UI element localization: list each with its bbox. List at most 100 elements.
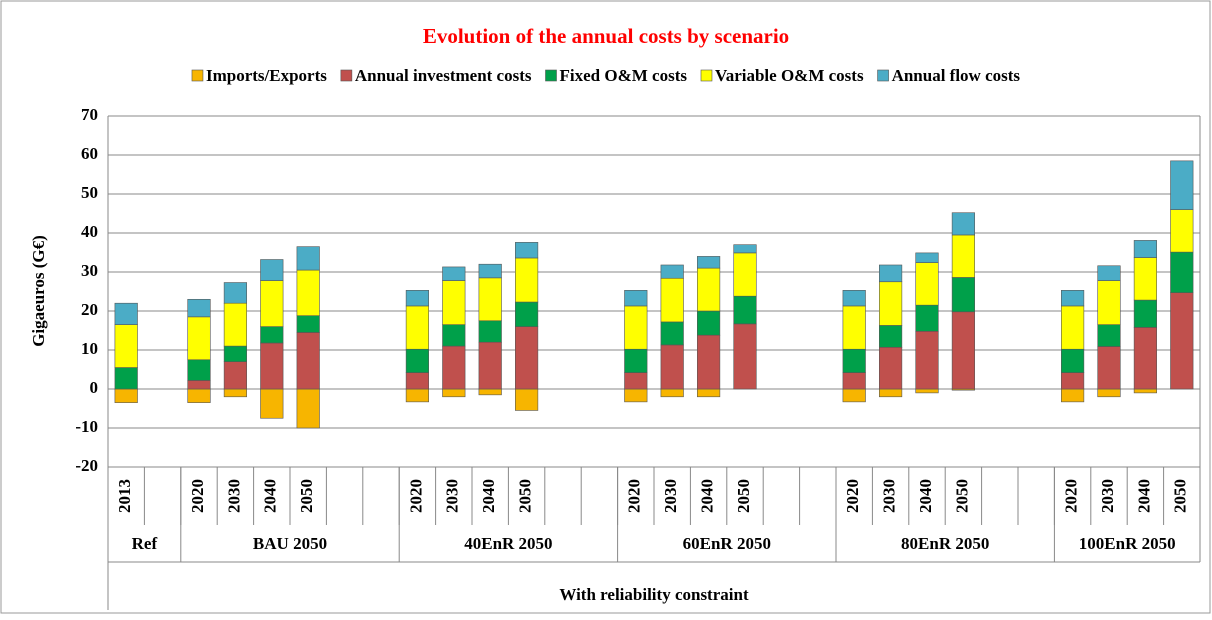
bar-segment bbox=[223, 361, 247, 390]
group-label: 80EnR 2050 bbox=[901, 534, 989, 553]
bar-segment bbox=[842, 388, 866, 403]
bar-segment bbox=[624, 290, 648, 307]
bar-segment bbox=[405, 290, 429, 307]
bar-segment bbox=[478, 341, 502, 390]
chart-title: Evolution of the annual costs by scenari… bbox=[423, 24, 789, 48]
y-tick-label: 70 bbox=[81, 105, 98, 124]
bar-segment bbox=[478, 263, 502, 279]
x-tick-label: 2020 bbox=[625, 479, 644, 513]
bar-segment bbox=[842, 305, 866, 350]
group-label: Ref bbox=[132, 534, 158, 553]
bar-segment bbox=[260, 388, 284, 419]
bar-segment bbox=[405, 372, 429, 390]
bar-segment bbox=[187, 380, 211, 390]
bar-segment bbox=[951, 234, 975, 278]
bar-segment bbox=[260, 342, 284, 390]
x-tick-label: 2020 bbox=[843, 479, 862, 513]
x-tick-label: 2040 bbox=[698, 479, 717, 513]
bar-segment bbox=[915, 388, 939, 394]
bar-segment bbox=[405, 348, 429, 373]
bar-segment bbox=[1097, 265, 1121, 281]
bar-segment bbox=[442, 388, 466, 398]
bar-segment bbox=[951, 311, 975, 390]
bar-segment bbox=[187, 316, 211, 361]
x-tick-label: 2020 bbox=[406, 479, 425, 513]
y-tick-label: 30 bbox=[81, 261, 98, 280]
bar-segment bbox=[515, 301, 539, 327]
bar-segment bbox=[842, 290, 866, 307]
bar-segment bbox=[296, 332, 320, 390]
group-label: 100EnR 2050 bbox=[1079, 534, 1176, 553]
bar-segment bbox=[1097, 280, 1121, 325]
group-label: 40EnR 2050 bbox=[464, 534, 552, 553]
y-axis-label: Gigaeuros (G€) bbox=[29, 235, 48, 347]
x-tick-label: 2040 bbox=[479, 479, 498, 513]
bar-segment bbox=[879, 264, 903, 283]
bar-segment bbox=[442, 280, 466, 325]
bar-segment bbox=[951, 212, 975, 236]
bar-segment bbox=[223, 388, 247, 398]
bar-segment bbox=[296, 388, 320, 429]
x-tick-label: 2040 bbox=[1134, 479, 1153, 513]
bar-segment bbox=[624, 305, 648, 350]
bar-segment bbox=[879, 325, 903, 348]
x-tick-label: 2030 bbox=[661, 479, 680, 513]
x-tick-label: 2030 bbox=[1098, 479, 1117, 513]
x-tick-label: 2030 bbox=[443, 479, 462, 513]
bar-segment bbox=[515, 326, 539, 390]
x-tick-label: 2050 bbox=[516, 479, 535, 513]
legend-label: Imports/Exports bbox=[206, 66, 327, 85]
group-label: 60EnR 2050 bbox=[683, 534, 771, 553]
bar-segment bbox=[223, 345, 247, 363]
y-tick-label: -20 bbox=[75, 456, 98, 475]
bar-segment bbox=[1133, 257, 1157, 301]
bar-segment bbox=[915, 252, 939, 263]
bar-segment bbox=[442, 345, 466, 390]
bar-segment bbox=[660, 264, 684, 279]
bar-segment bbox=[733, 295, 757, 325]
x-tick-label: 2030 bbox=[224, 479, 243, 513]
bar-segment bbox=[296, 315, 320, 333]
bar-segment bbox=[260, 259, 284, 281]
x-tick-label: 2040 bbox=[261, 479, 280, 513]
bar-segment bbox=[915, 330, 939, 390]
y-tick-label: 20 bbox=[81, 300, 98, 319]
x-tick-label: 2020 bbox=[188, 479, 207, 513]
bar-segment bbox=[624, 372, 648, 390]
bar-segment bbox=[660, 344, 684, 390]
bar-segment bbox=[405, 305, 429, 350]
bar-segment bbox=[842, 348, 866, 373]
bar-segment bbox=[1133, 299, 1157, 328]
bar-segment bbox=[1097, 346, 1121, 390]
bar-segment bbox=[223, 282, 247, 304]
bar-segment bbox=[915, 262, 939, 306]
bar-segment bbox=[697, 267, 721, 312]
bar-segment bbox=[697, 334, 721, 390]
bar-segment bbox=[478, 388, 502, 396]
y-tick-label: 60 bbox=[81, 144, 98, 163]
bar-segment bbox=[478, 320, 502, 343]
bar-segment bbox=[660, 321, 684, 346]
bar-segment bbox=[1133, 240, 1157, 258]
legend-swatch bbox=[545, 69, 557, 82]
bar-segment bbox=[1061, 305, 1085, 350]
x-tick-label: 2040 bbox=[916, 479, 935, 513]
bar-segment bbox=[478, 277, 502, 322]
bar-segment bbox=[951, 277, 975, 313]
bar-segment bbox=[114, 367, 138, 390]
legend-label: Variable O&M costs bbox=[715, 66, 864, 85]
legend-label: Annual investment costs bbox=[355, 66, 532, 85]
bar-segment bbox=[442, 266, 466, 281]
x-tick-label: 2020 bbox=[1062, 479, 1081, 513]
legend-label: Fixed O&M costs bbox=[560, 66, 688, 85]
bar-segment bbox=[1097, 324, 1121, 347]
bar-segment bbox=[624, 348, 648, 373]
bar-segment bbox=[187, 388, 211, 403]
bar-segment bbox=[296, 246, 320, 271]
bar-segment bbox=[260, 326, 284, 344]
bar-segment bbox=[1170, 251, 1194, 293]
bar-segment bbox=[515, 242, 539, 259]
bar-segment bbox=[733, 252, 757, 297]
bar-segment bbox=[187, 359, 211, 381]
